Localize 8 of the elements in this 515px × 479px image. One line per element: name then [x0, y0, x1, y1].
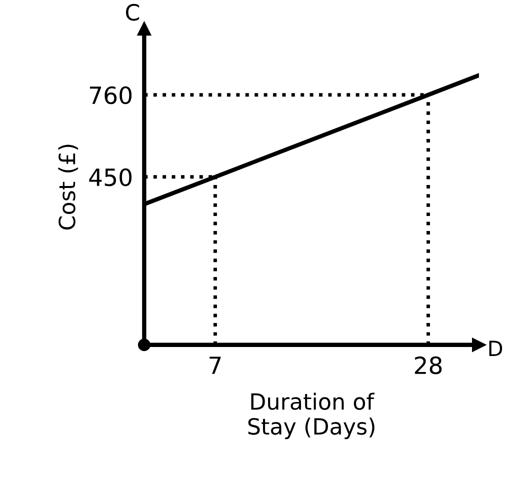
- y-axis-title: Cost (£): [58, 144, 78, 230]
- text: C: [126, 4, 140, 21]
- x-axis-title: Duration of Stay (Days): [248, 392, 374, 440]
- y-tick-label: 450: [89, 168, 132, 186]
- y-tick-label: 760: [90, 86, 132, 104]
- x-tick-label: 7: [210, 356, 221, 374]
- x-tick-label: 28: [414, 356, 442, 374]
- text: D: [489, 340, 502, 356]
